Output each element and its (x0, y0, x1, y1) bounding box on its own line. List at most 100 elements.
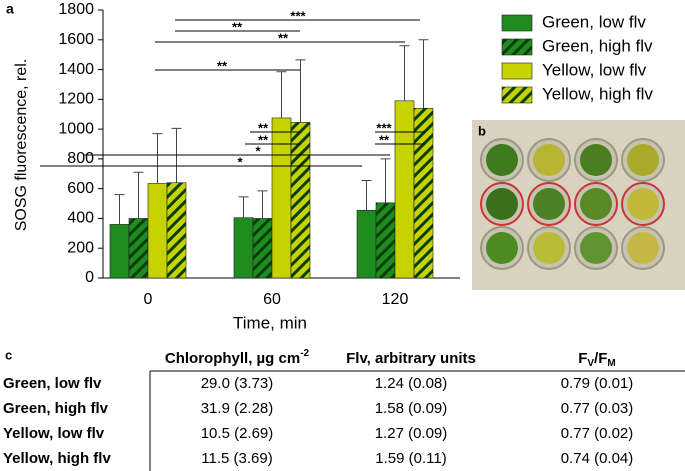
bar (109, 224, 130, 279)
y-tick-label: 200 (67, 239, 94, 256)
table-cell: 10.5 (2.69) (201, 425, 274, 442)
bar (413, 107, 434, 279)
panel-label: b (478, 123, 486, 138)
x-tick-label: 120 (382, 291, 409, 308)
header-cell: FV/FM (578, 350, 616, 369)
x-tick-label: 60 (263, 291, 281, 308)
table-cell: 29.0 (3.73) (201, 375, 274, 392)
well (486, 144, 518, 176)
well (580, 232, 612, 264)
table-cell: 1.24 (0.08) (375, 375, 448, 392)
table-cell: 1.58 (0.09) (375, 400, 448, 417)
header-cell: Flv, arbitrary units (346, 350, 476, 367)
significance-label: ** (258, 132, 269, 147)
bar (375, 202, 396, 279)
y-tick-label: 400 (67, 210, 94, 227)
error-bar (418, 39, 429, 109)
error-bar (152, 133, 163, 184)
error-bar (133, 171, 144, 219)
bar (252, 218, 273, 279)
legend-label: Yellow, high flv (542, 84, 653, 103)
well (486, 188, 518, 220)
error-bar (399, 45, 410, 101)
table-cell: 0.79 (0.01) (561, 375, 634, 392)
header-text: F (578, 350, 587, 367)
well (533, 144, 565, 176)
header-text: Chlorophyll, µg cm (165, 350, 300, 367)
significance-label: ** (258, 120, 269, 135)
bar (290, 122, 311, 279)
table-cell: 0.74 (0.04) (561, 450, 634, 467)
error-bar (295, 59, 306, 123)
table-cell: 11.5 (3.69) (201, 450, 272, 467)
header-sub: M (607, 358, 615, 369)
well (580, 144, 612, 176)
y-tick-label: 800 (67, 150, 94, 167)
row-header: Yellow, high flv (3, 450, 111, 467)
well (533, 232, 565, 264)
legend-swatch (501, 86, 533, 104)
significance-label: ** (379, 132, 390, 147)
header-cell: Chlorophyll, µg cm-2 (165, 348, 310, 367)
well (580, 188, 612, 220)
bar (233, 217, 254, 279)
significance-label: * (237, 154, 243, 169)
error-bar (361, 179, 372, 211)
y-axis-title: SOSG fluorescence, rel. (13, 59, 30, 232)
row-header: Yellow, low flv (3, 425, 105, 442)
error-bar (238, 196, 249, 218)
bar (356, 209, 377, 279)
table-cell: 1.27 (0.09) (375, 425, 448, 442)
error-bar (276, 71, 287, 118)
significance-label: * (255, 143, 261, 158)
bar (147, 183, 168, 279)
legend-swatch (501, 38, 533, 56)
significance-label: ** (232, 19, 243, 34)
legend-swatch (501, 62, 533, 80)
table-cell: 31.9 (2.28) (201, 400, 274, 417)
y-tick-label: 600 (67, 180, 94, 197)
panel-label: c (5, 347, 12, 362)
significance-label: ** (278, 30, 289, 45)
row-header: Green, high flv (3, 400, 109, 417)
photo: b (472, 120, 685, 290)
y-tick-label: 1400 (58, 61, 94, 78)
error-bar (257, 190, 268, 219)
well (627, 188, 659, 220)
bar (128, 218, 149, 279)
well (627, 144, 659, 176)
error-bar (380, 158, 391, 203)
panel-label: a (6, 1, 14, 17)
significance-label: *** (376, 120, 392, 135)
header-sub: V (587, 358, 594, 369)
header-sup: -2 (300, 348, 309, 359)
y-tick-label: 1600 (58, 31, 94, 48)
header-text: /F (594, 350, 607, 367)
y-tick-label: 1800 (58, 1, 94, 18)
table: c Chlorophyll, µg cm-2 Flv, arbitrary un… (3, 347, 685, 471)
table-cell: 1.59 (0.11) (375, 450, 446, 467)
well (533, 188, 565, 220)
y-tick-label: 0 (85, 269, 94, 286)
bar (166, 182, 187, 279)
well (486, 232, 518, 264)
legend-label: Green, high flv (542, 36, 653, 55)
legend-swatch (501, 14, 533, 32)
x-axis-title: Time, min (233, 313, 307, 332)
significance-label: *** (290, 8, 306, 23)
bar (271, 117, 292, 279)
bar (394, 100, 415, 279)
table-cell: 0.77 (0.02) (561, 425, 634, 442)
error-bar (114, 194, 125, 225)
row-header: Green, low flv (3, 375, 102, 392)
x-tick-label: 0 (144, 291, 153, 308)
table-cell: 0.77 (0.03) (561, 400, 634, 417)
error-bar (171, 127, 182, 183)
y-tick-label: 1200 (58, 91, 94, 108)
well (627, 232, 659, 264)
legend-label: Yellow, low flv (542, 60, 647, 79)
significance-label: ** (217, 58, 228, 73)
legend-label: Green, low flv (542, 12, 646, 31)
